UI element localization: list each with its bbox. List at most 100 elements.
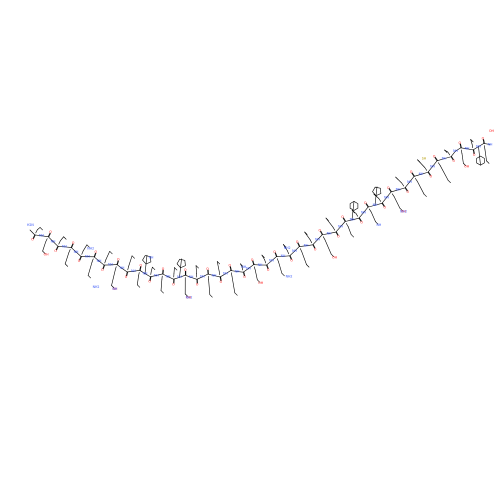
side-chain-bond bbox=[91, 258, 94, 263]
amide-nitrogen: NH bbox=[430, 164, 435, 168]
oxygen-atom: O bbox=[162, 267, 165, 271]
amide-nitrogen: NH bbox=[488, 142, 493, 146]
atom-labels: ONHONHOHONHONHONHNH2ONHONHONHOHNHONHONHO… bbox=[31, 136, 493, 299]
side-chain-bond bbox=[306, 264, 310, 268]
side-chain-bond bbox=[68, 249, 71, 253]
backbone-bond bbox=[443, 156, 452, 160]
side-chain-bond bbox=[378, 198, 382, 202]
oxygen-atom: O bbox=[251, 258, 254, 262]
side-chain-bond bbox=[282, 244, 287, 248]
hydroxyl-group: OH bbox=[258, 281, 264, 285]
side-chain-bond bbox=[42, 241, 47, 252]
backbone-bond bbox=[57, 245, 65, 248]
amide-nitrogen: NH bbox=[476, 144, 481, 148]
side-chain-bond bbox=[127, 266, 129, 271]
backbone-bond bbox=[312, 239, 318, 246]
carbonyl-bond bbox=[70, 243, 74, 248]
carbonyl-bond bbox=[342, 217, 346, 222]
side-chain-bond bbox=[460, 149, 463, 154]
amine-group: NH2 bbox=[284, 246, 291, 250]
amide-nitrogen: NH bbox=[361, 210, 366, 214]
backbone-bond bbox=[230, 270, 238, 272]
oxygen-atom: O bbox=[125, 275, 128, 279]
backbone-bond bbox=[202, 273, 209, 278]
hydroxyl-group: OH bbox=[112, 287, 118, 291]
side-chain-bond bbox=[350, 234, 354, 238]
carbonyl-bond bbox=[404, 187, 408, 192]
amide-nitrogen: NH bbox=[292, 249, 297, 253]
backbone-bond bbox=[436, 158, 445, 162]
backbone-bond bbox=[358, 212, 364, 219]
side-chain-bond bbox=[444, 149, 448, 153]
side-chain-bond bbox=[276, 258, 279, 263]
amide-nitrogen: NH bbox=[373, 203, 378, 207]
amide-nitrogen: NH bbox=[154, 273, 159, 277]
backbone-bond bbox=[432, 160, 438, 167]
carbonyl-bond bbox=[102, 264, 105, 270]
amide-nitrogen: NH bbox=[74, 250, 79, 254]
backbone-bond bbox=[144, 273, 151, 278]
bond-lines bbox=[29, 139, 491, 298]
backbone-bond bbox=[271, 256, 277, 262]
amide-nitrogen: NH bbox=[223, 272, 228, 276]
backbone-bond bbox=[367, 204, 376, 208]
ring-nitrogen: NH bbox=[149, 256, 154, 260]
carbonyl-bond bbox=[358, 217, 362, 222]
side-chain-bond bbox=[240, 263, 244, 267]
side-chain-bond bbox=[160, 290, 164, 294]
side-chain-bond bbox=[345, 223, 349, 227]
backbone-bond bbox=[47, 236, 54, 242]
carbonyl-bond bbox=[388, 188, 392, 193]
oxygen-atom: O bbox=[148, 280, 151, 284]
backbone-bond bbox=[179, 274, 186, 278]
carbonyl-bond bbox=[274, 252, 277, 257]
carbonyl-double-bond bbox=[405, 187, 409, 192]
backbone-bond bbox=[213, 275, 221, 278]
oxygen-atom: O bbox=[95, 250, 98, 254]
carbonyl-bond bbox=[79, 256, 82, 261]
side-chain-bond bbox=[230, 272, 233, 277]
carbonyl-double-bond bbox=[243, 271, 246, 277]
backbone-bond bbox=[190, 277, 198, 280]
oxygen-atom: O bbox=[196, 282, 199, 286]
amide-nitrogen: NH bbox=[143, 271, 148, 275]
carbonyl-bond bbox=[450, 156, 454, 161]
amide-nitrogen: NH bbox=[97, 259, 102, 263]
carbonyl-double-bond bbox=[56, 246, 59, 251]
side-chain-bond bbox=[486, 160, 490, 164]
guanidino-nitrogen: NH bbox=[113, 287, 118, 291]
carbonyl-bond bbox=[55, 245, 59, 251]
pyrrolidine-ring bbox=[372, 186, 382, 197]
carbonyl-bond bbox=[427, 171, 431, 176]
side-chain-bond bbox=[309, 239, 313, 244]
phenyl-ring bbox=[349, 201, 359, 211]
backbone-bond bbox=[427, 166, 433, 173]
hydroxyl-group: OH bbox=[186, 295, 192, 299]
carbonyl-bond bbox=[266, 264, 269, 270]
side-chain-bond bbox=[347, 226, 352, 235]
carbonyl-double-bond bbox=[103, 264, 105, 270]
backbone-bond bbox=[225, 270, 232, 275]
amide-nitrogen: NH bbox=[338, 225, 343, 229]
side-chain-bond bbox=[195, 265, 197, 274]
amine-group: NH2 bbox=[400, 210, 407, 214]
backbone-bond bbox=[41, 235, 49, 237]
amide-nitrogen: NH bbox=[269, 259, 274, 263]
backbone-bond bbox=[305, 244, 314, 247]
side-chain-bond bbox=[218, 270, 221, 276]
side-chain-bond bbox=[109, 250, 113, 255]
amide-nitrogen: NH bbox=[166, 275, 171, 279]
phenyl-ring bbox=[476, 155, 485, 166]
c-terminus: OH bbox=[489, 129, 495, 133]
carbonyl-double-bond bbox=[117, 260, 119, 266]
side-chain-bond bbox=[484, 148, 487, 162]
hydroxyl-group: OH bbox=[464, 165, 470, 169]
carbonyl-bond bbox=[312, 244, 315, 249]
carbonyl-double-bond bbox=[359, 217, 362, 222]
side-chain-bond bbox=[64, 252, 70, 265]
backbone-bond bbox=[64, 246, 72, 248]
carbonyl-bond bbox=[125, 271, 128, 277]
side-chain-bond bbox=[209, 294, 213, 298]
side-chain-bond bbox=[470, 139, 473, 145]
backbone-bond bbox=[386, 191, 392, 198]
